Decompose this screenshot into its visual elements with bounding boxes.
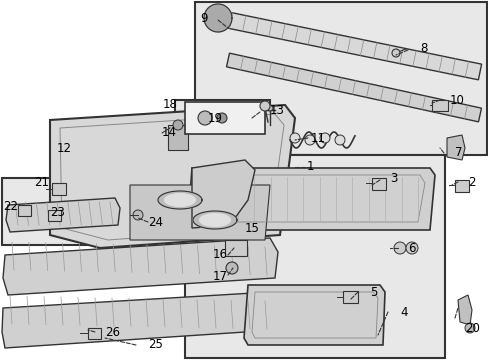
Polygon shape (2, 292, 278, 348)
Polygon shape (457, 295, 471, 325)
Text: 2: 2 (467, 175, 474, 189)
Text: 13: 13 (269, 104, 285, 117)
Polygon shape (192, 160, 254, 228)
Bar (184, 102, 264, 134)
Text: 8: 8 (419, 41, 427, 54)
Text: 20: 20 (464, 321, 479, 334)
Text: 9: 9 (200, 12, 207, 24)
Circle shape (393, 242, 405, 254)
Polygon shape (446, 135, 464, 160)
Polygon shape (244, 285, 384, 345)
Circle shape (173, 120, 183, 130)
Text: 7: 7 (454, 147, 462, 159)
Polygon shape (203, 4, 231, 32)
Text: 1: 1 (305, 161, 313, 174)
Polygon shape (216, 10, 481, 80)
Bar (454, 180, 468, 192)
Text: 17: 17 (213, 270, 227, 284)
Text: 25: 25 (148, 338, 163, 351)
Circle shape (198, 111, 212, 125)
Polygon shape (193, 211, 237, 229)
Text: 10: 10 (449, 94, 464, 107)
Bar (2, 178, 120, 245)
Polygon shape (158, 191, 202, 209)
Bar (342, 291, 357, 303)
Bar (18, 205, 31, 216)
Polygon shape (3, 238, 278, 295)
Circle shape (319, 133, 329, 143)
Bar (195, 2, 486, 155)
Polygon shape (226, 53, 481, 122)
Circle shape (334, 135, 345, 145)
Bar (52, 183, 66, 195)
Bar (168, 125, 187, 150)
Circle shape (133, 210, 142, 220)
Text: 4: 4 (399, 306, 407, 319)
Text: 21: 21 (35, 175, 49, 189)
Circle shape (266, 105, 272, 111)
Text: 15: 15 (244, 221, 259, 234)
Text: 6: 6 (407, 242, 415, 255)
Circle shape (225, 262, 238, 274)
Text: 19: 19 (207, 112, 223, 125)
Bar (224, 240, 246, 256)
Polygon shape (199, 214, 230, 226)
Bar (110, 155, 309, 240)
Bar (48, 210, 61, 221)
Circle shape (405, 242, 417, 254)
Polygon shape (6, 198, 120, 232)
Circle shape (391, 49, 399, 57)
Text: 16: 16 (213, 248, 227, 261)
Circle shape (464, 323, 474, 333)
Circle shape (260, 101, 269, 111)
Bar (431, 100, 447, 111)
Text: 22: 22 (3, 201, 18, 213)
Text: 11: 11 (310, 131, 325, 144)
Bar (88, 328, 101, 339)
Text: 24: 24 (148, 216, 163, 229)
Text: 12: 12 (57, 141, 72, 154)
Bar (371, 178, 385, 190)
Text: 18: 18 (163, 99, 178, 112)
Text: 5: 5 (369, 285, 377, 298)
Polygon shape (187, 168, 434, 230)
Polygon shape (50, 105, 294, 248)
Bar (175, 100, 269, 135)
Circle shape (305, 135, 314, 145)
Polygon shape (130, 185, 269, 240)
Polygon shape (164, 194, 195, 206)
Circle shape (289, 133, 299, 143)
Text: 14: 14 (162, 126, 177, 139)
Text: 23: 23 (50, 207, 65, 220)
Text: 3: 3 (389, 171, 397, 184)
Circle shape (217, 113, 226, 123)
Text: 26: 26 (105, 325, 120, 338)
Bar (184, 155, 444, 358)
